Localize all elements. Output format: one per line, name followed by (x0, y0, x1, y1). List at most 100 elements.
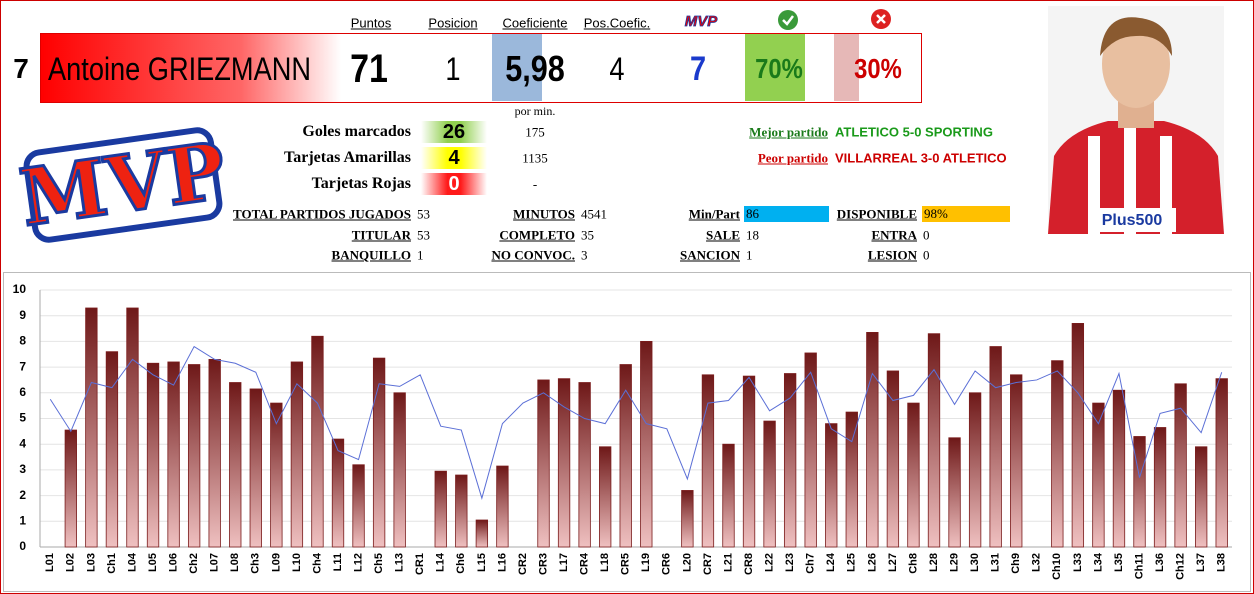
x-tick-label: Ch8 (907, 553, 919, 574)
header-value: 70% (755, 53, 803, 84)
bar (290, 361, 304, 548)
summary-label: DISPONIBLE (836, 206, 917, 222)
x-tick-label: L15 (476, 553, 488, 572)
summary-value: 53 (417, 206, 430, 222)
x-tick-label: Ch5 (373, 553, 385, 574)
x-tick-label: L36 (1154, 553, 1166, 572)
x-tick-label: L10 (291, 553, 303, 572)
bar (681, 490, 694, 548)
x-tick-label: L12 (352, 553, 364, 572)
summary-label: TOTAL PARTIDOS JUGADOS (233, 206, 411, 222)
bar (1112, 389, 1126, 548)
summary-label: TITULAR (351, 227, 411, 242)
bar (229, 382, 242, 548)
bar (455, 474, 468, 548)
y-tick-label: 8 (19, 334, 26, 348)
bar (968, 392, 982, 548)
x-tick-label: CR3 (537, 553, 549, 575)
x-tick-label: L28 (928, 553, 940, 572)
bar (64, 429, 77, 548)
svg-text:Plus500: Plus500 (1102, 212, 1163, 229)
bar (331, 438, 345, 548)
y-tick-label: 1 (19, 513, 26, 527)
bar (434, 470, 447, 548)
x-tick-label: L30 (969, 553, 981, 572)
x-tick-label: L18 (599, 553, 611, 572)
x-tick-label: L33 (1072, 553, 1084, 572)
x-tick-label: L26 (866, 553, 878, 572)
x-tick-label: Ch2 (188, 553, 200, 574)
x-tick-label: L37 (1195, 553, 1207, 572)
stat-label: Tarjetas Amarillas (284, 149, 411, 166)
worst-label: Peor partido (757, 150, 828, 166)
summary-label: MINUTOS (513, 206, 575, 222)
x-tick-label: L24 (825, 552, 837, 572)
bar (105, 351, 119, 548)
summary-value: 0 (923, 227, 930, 242)
x-tick-label: Ch7 (805, 553, 817, 574)
bar (146, 362, 160, 548)
bar (167, 361, 180, 548)
bar (1195, 446, 1208, 548)
svg-text:MVP: MVP (685, 13, 719, 30)
bar (722, 443, 735, 548)
bar (907, 402, 920, 548)
summary-label: SALE (706, 227, 740, 242)
x-tick-label: L35 (1113, 553, 1125, 572)
header-value: 30% (854, 53, 902, 84)
summary-value: 86 (744, 206, 829, 222)
mvp-logo: MVP (16, 124, 231, 246)
bar (187, 364, 201, 548)
player-number: 7 (13, 53, 29, 84)
stat-label: Goles marcados (302, 123, 411, 140)
header-value: 4 (609, 51, 625, 87)
x-tick-label: Ch6 (455, 553, 467, 574)
check-icon (778, 10, 798, 30)
bar (496, 465, 509, 548)
x-tick-label: L34 (1092, 552, 1104, 572)
x-tick-label: L09 (270, 553, 282, 572)
x-tick-label: L17 (558, 553, 570, 572)
player-name: Antoine GRIEZMANN (48, 51, 312, 87)
bar (804, 352, 817, 548)
y-tick-label: 0 (19, 539, 26, 553)
header-value: 7 (689, 50, 707, 88)
x-tick-label: L03 (85, 553, 97, 572)
bar (352, 464, 365, 548)
per-min-label: por min. (514, 104, 556, 118)
x-tick-label: L38 (1216, 553, 1228, 572)
bar (989, 346, 1002, 548)
summary-label: NO CONVOC. (491, 247, 575, 263)
x-tick-label: L14 (435, 552, 447, 572)
y-tick-label: 4 (19, 436, 26, 450)
bar (475, 519, 489, 548)
bar (701, 374, 715, 548)
best-value: ATLETICO 5-0 SPORTING (835, 124, 993, 140)
x-tick-label: L08 (229, 553, 241, 572)
y-tick-label: 2 (19, 488, 26, 502)
header-value: 5,98 (505, 48, 565, 89)
x-tick-label: L32 (1031, 553, 1043, 572)
worst-value: VILLARREAL 3-0 ATLETICO (835, 150, 1007, 166)
bar (825, 423, 838, 548)
x-tick-label: L02 (65, 553, 77, 572)
x-tick-label: L20 (681, 553, 693, 572)
bar (1010, 374, 1023, 548)
bar (393, 392, 406, 548)
x-tick-label: L27 (887, 553, 899, 572)
x-tick-label: Ch9 (1010, 553, 1022, 574)
header-value: 71 (350, 47, 388, 91)
stat-per-min: - (532, 176, 538, 192)
bar (1071, 323, 1085, 548)
summary-value: 3 (581, 247, 588, 263)
column-label: Posicion (428, 15, 478, 31)
x-tick-label: CR4 (579, 552, 591, 575)
loss-bg (834, 34, 859, 101)
x-tick-label: L04 (126, 552, 138, 572)
y-tick-label: 6 (19, 385, 26, 399)
summary-value: 35 (581, 227, 594, 242)
x-tick-label: L16 (496, 553, 508, 572)
x-tick-label: CR7 (702, 553, 714, 575)
header-value: 1 (445, 51, 461, 87)
